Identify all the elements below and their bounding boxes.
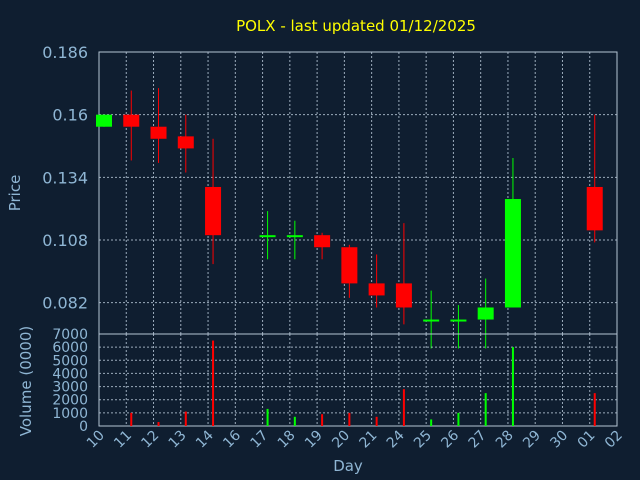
candle-body xyxy=(150,126,167,139)
candle-body xyxy=(96,114,112,127)
volume-bar xyxy=(593,393,596,426)
x-tick-label: 24 xyxy=(384,427,408,451)
x-tick-label: 01 xyxy=(575,428,599,452)
volume-bar xyxy=(375,416,378,426)
x-tick-label: 13 xyxy=(166,428,190,452)
x-tick-label: 02 xyxy=(602,428,626,452)
volume-bar xyxy=(212,340,215,426)
volume-bar xyxy=(457,412,460,426)
volume-bar xyxy=(348,412,351,426)
x-tick-label: 14 xyxy=(193,427,217,451)
volume-tick-label: 2000 xyxy=(52,393,88,409)
candle-body xyxy=(395,283,412,308)
candle-body xyxy=(477,307,494,320)
volume-plot-frame xyxy=(98,333,618,427)
x-tick-label: 28 xyxy=(493,428,517,452)
volume-bar xyxy=(321,414,324,426)
price-tick-label: 0.082 xyxy=(42,294,88,313)
volume-bar xyxy=(266,408,269,426)
volume-tick-label: 6000 xyxy=(52,340,88,356)
x-tick-label: 20 xyxy=(329,428,353,452)
x-tick-label: 16 xyxy=(220,427,244,451)
volume-tick-label: 7000 xyxy=(52,327,88,343)
price-tick-label: 0.108 xyxy=(42,231,88,250)
x-tick-label: 18 xyxy=(275,428,299,452)
volume-bar xyxy=(484,393,487,426)
x-axis-ticks: 10 11 12 13 14 16 17 18 19 20 21 24 25 26 27 28 29 30 01 02 xyxy=(84,427,626,451)
x-tick-label: 11 xyxy=(111,428,135,452)
volume-tick-label: 1000 xyxy=(52,406,88,422)
volume-tick-label: 4000 xyxy=(52,366,88,382)
volume-gridlines xyxy=(98,333,618,427)
price-gridlines xyxy=(98,51,618,334)
x-tick-label: 21 xyxy=(357,428,381,452)
x-tick-label: 26 xyxy=(438,427,462,451)
candle-body xyxy=(504,199,521,308)
price-y-ticks: 0.186 0.16 0.134 0.108 0.082 xyxy=(42,43,88,313)
x-tick-label: 30 xyxy=(547,428,571,452)
volume-bar xyxy=(157,422,160,426)
candle-body xyxy=(423,319,440,322)
candle-body xyxy=(123,114,140,127)
x-tick-label: 12 xyxy=(138,428,162,452)
candle-body xyxy=(205,186,222,236)
candle-body xyxy=(259,235,276,238)
price-axis-label: Price xyxy=(6,175,24,212)
x-tick-label: 27 xyxy=(466,428,490,452)
candle-body xyxy=(177,136,194,149)
volume-bars xyxy=(130,340,596,426)
volume-tick-label: 5000 xyxy=(52,353,88,369)
price-tick-label: 0.186 xyxy=(42,43,88,62)
price-plot-frame xyxy=(98,51,618,335)
volume-bar xyxy=(184,411,187,426)
x-tick-label: 29 xyxy=(520,428,544,452)
x-tick-label: 19 xyxy=(302,428,326,452)
candlesticks xyxy=(96,88,603,349)
candle-body xyxy=(586,186,603,231)
volume-bar xyxy=(430,419,433,426)
candle-body xyxy=(314,235,331,248)
volume-bar xyxy=(130,412,133,426)
x-tick-label: 25 xyxy=(411,428,435,452)
x-tick-label: 17 xyxy=(247,428,271,452)
volume-tick-label: 0 xyxy=(79,419,88,435)
volume-bar xyxy=(402,389,405,426)
price-tick-label: 0.16 xyxy=(52,106,88,125)
candle-body xyxy=(341,247,358,284)
volume-axis-label: Volume (0000) xyxy=(17,326,35,436)
volume-tick-label: 3000 xyxy=(52,380,88,396)
volume-bar xyxy=(293,416,296,426)
candle-body xyxy=(286,235,303,238)
price-tick-label: 0.134 xyxy=(42,168,88,187)
volume-bar xyxy=(511,347,514,426)
chart-title: POLX - last updated 01/12/2025 xyxy=(236,17,476,35)
x-axis-label: Day xyxy=(333,457,363,475)
candle-body xyxy=(368,283,385,296)
candle-body xyxy=(450,319,467,322)
